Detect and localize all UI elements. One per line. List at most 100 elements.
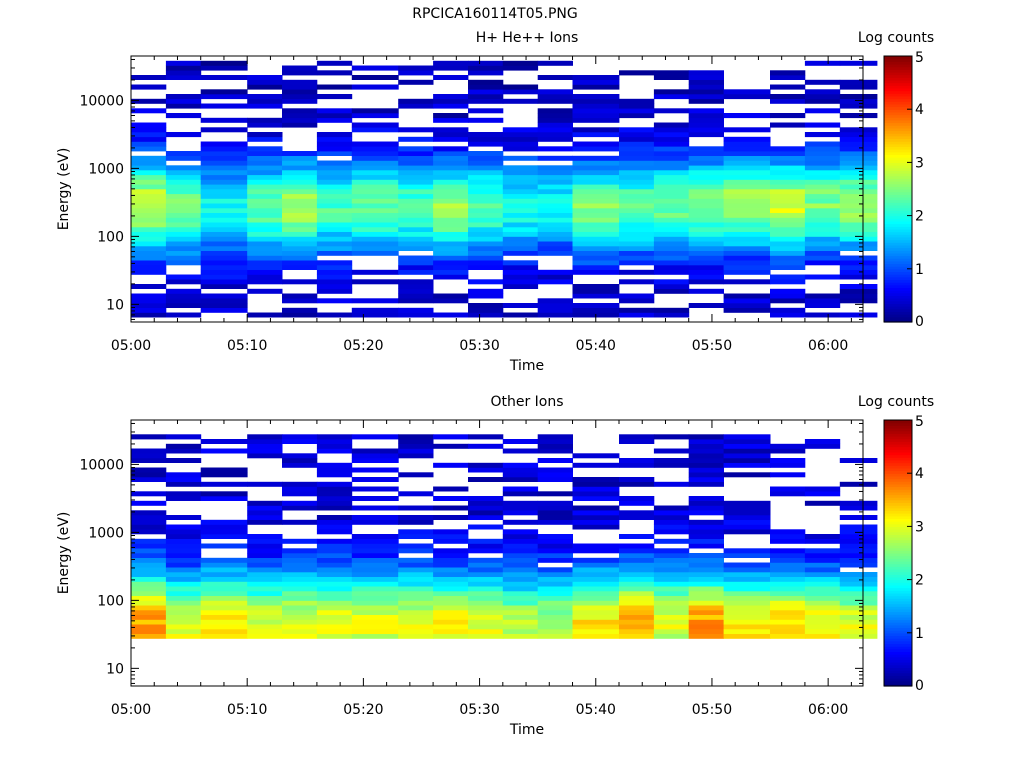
heatmap-cell — [770, 70, 806, 76]
heatmap-cell — [131, 265, 167, 270]
heatmap-cell — [688, 84, 724, 90]
heatmap-cell — [619, 624, 655, 630]
heatmap-cell — [688, 241, 724, 247]
heatmap-cell — [282, 151, 318, 156]
heatmap-cell — [572, 595, 620, 601]
heatmap-cell — [572, 562, 620, 568]
heatmap-cell — [537, 117, 573, 123]
heatmap-cell — [398, 246, 434, 251]
heatmap-cell — [723, 600, 771, 606]
heatmap-cell — [282, 572, 318, 577]
heatmap-cell — [572, 496, 620, 501]
heatmap-cell — [200, 117, 248, 123]
heatmap-cell — [723, 241, 771, 247]
heatmap-cell — [572, 581, 620, 587]
heatmap-cell — [468, 108, 504, 114]
heatmap-cell — [165, 496, 202, 501]
heatmap-cell — [770, 184, 806, 190]
heatmap-cell — [247, 591, 283, 596]
heatmap-cell — [433, 208, 469, 213]
heatmap-cell — [131, 477, 167, 482]
heatmap-cell — [398, 222, 434, 228]
heatmap-cell — [537, 567, 573, 573]
heatmap-cell — [165, 274, 202, 280]
heatmap-cell — [537, 165, 573, 171]
heatmap-cell — [619, 165, 655, 171]
colorbar-segment — [884, 523, 912, 527]
heatmap-cell — [165, 629, 202, 634]
heatmap-cell — [398, 557, 434, 563]
heatmap-cell — [804, 274, 841, 280]
heatmap-cell — [247, 165, 283, 171]
heatmap-cell — [468, 198, 504, 204]
heatmap-cell — [433, 605, 469, 611]
heatmap-cell — [770, 486, 806, 492]
x-tick-label: 05:20 — [343, 702, 383, 718]
heatmap-cell — [502, 303, 539, 308]
heatmap-cell — [282, 70, 318, 76]
heatmap-cell — [316, 462, 353, 468]
colorbar-segment — [884, 662, 912, 666]
heatmap-cell — [502, 605, 539, 611]
heatmap-cell — [688, 586, 724, 592]
heatmap-cell — [502, 236, 539, 242]
heatmap-cell — [839, 274, 878, 280]
heatmap-cell — [502, 448, 539, 454]
heatmap-cell — [804, 132, 841, 138]
heatmap-cell — [398, 519, 434, 525]
heatmap-cell — [770, 448, 806, 454]
heatmap-cell — [619, 553, 655, 558]
heatmap-cell — [537, 217, 573, 223]
heatmap-cell — [165, 151, 202, 156]
heatmap-cell — [537, 246, 573, 251]
heatmap-cell — [572, 217, 620, 223]
heatmap-cell — [619, 170, 655, 176]
colorbar-frame — [883, 419, 913, 687]
heatmap-cell — [433, 614, 469, 620]
heatmap-cell — [433, 557, 469, 563]
heatmap-cell — [398, 572, 434, 577]
heatmap-cell — [200, 60, 248, 66]
heatmap-cell — [316, 600, 353, 606]
heatmap-cell — [839, 165, 878, 171]
heatmap-cell — [839, 94, 878, 100]
colorbar-segment — [884, 502, 912, 506]
heatmap-cell — [723, 151, 771, 156]
colorbar-segment — [884, 553, 912, 557]
heatmap-cell — [619, 581, 655, 587]
heatmap-cell — [619, 146, 655, 152]
heatmap-cell — [653, 146, 690, 152]
colorbar-tick-label: 3 — [915, 155, 924, 171]
heatmap-cell — [572, 198, 620, 204]
heatmap-cell — [723, 439, 771, 444]
heatmap-cell — [165, 553, 202, 558]
colorbar-segment — [884, 130, 912, 134]
heatmap-cell — [653, 208, 690, 213]
heatmap-cell — [839, 265, 878, 270]
heatmap-cell — [688, 510, 724, 516]
heatmap-cell — [433, 312, 469, 318]
heatmap-cell — [433, 236, 469, 242]
heatmap-cell — [316, 189, 353, 195]
heatmap-cell — [468, 591, 504, 596]
heatmap-cell — [200, 629, 248, 634]
colorbar-segment — [884, 106, 912, 110]
heatmap-cell — [770, 189, 806, 195]
heatmap-cell — [572, 548, 620, 554]
heatmap-cell — [398, 236, 434, 242]
heatmap-cell — [804, 94, 841, 100]
heatmap-cell — [468, 629, 504, 634]
heatmap-cell — [572, 160, 620, 166]
heatmap-cell — [619, 246, 655, 251]
heatmap-cell — [131, 312, 167, 318]
heatmap-cell — [165, 572, 202, 577]
heatmap-cell — [653, 307, 690, 313]
heatmap-cell — [723, 203, 771, 209]
heatmap-cell — [537, 629, 573, 634]
heatmap-cell — [165, 60, 202, 66]
heatmap-cell — [804, 600, 841, 606]
heatmap-cell — [619, 434, 655, 440]
heatmap-cell — [723, 591, 771, 596]
heatmap-cell — [131, 524, 167, 530]
heatmap-cell — [165, 605, 202, 611]
